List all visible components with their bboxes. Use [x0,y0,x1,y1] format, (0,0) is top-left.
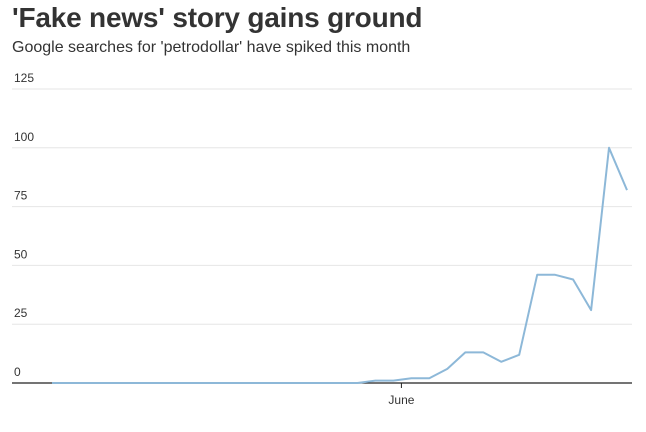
x-tick-label: June [388,393,414,407]
series-line [52,146,628,384]
y-tick-label: 75 [14,189,28,203]
y-tick-label: 0 [14,365,21,379]
y-tick-labels: 0 25 50 75 100 125 [14,71,34,379]
x-axis: June [388,383,415,407]
y-tick-label: 25 [14,306,28,320]
series-lines [52,146,628,384]
y-tick-label: 100 [14,130,34,144]
grid-lines [12,88,632,384]
y-tick-label: 50 [14,247,28,261]
chart-subtitle: Google searches for 'petrodollar' have s… [12,39,411,56]
y-tick-label: 125 [14,71,34,85]
chart-title: 'Fake news' story gains ground [12,2,423,33]
